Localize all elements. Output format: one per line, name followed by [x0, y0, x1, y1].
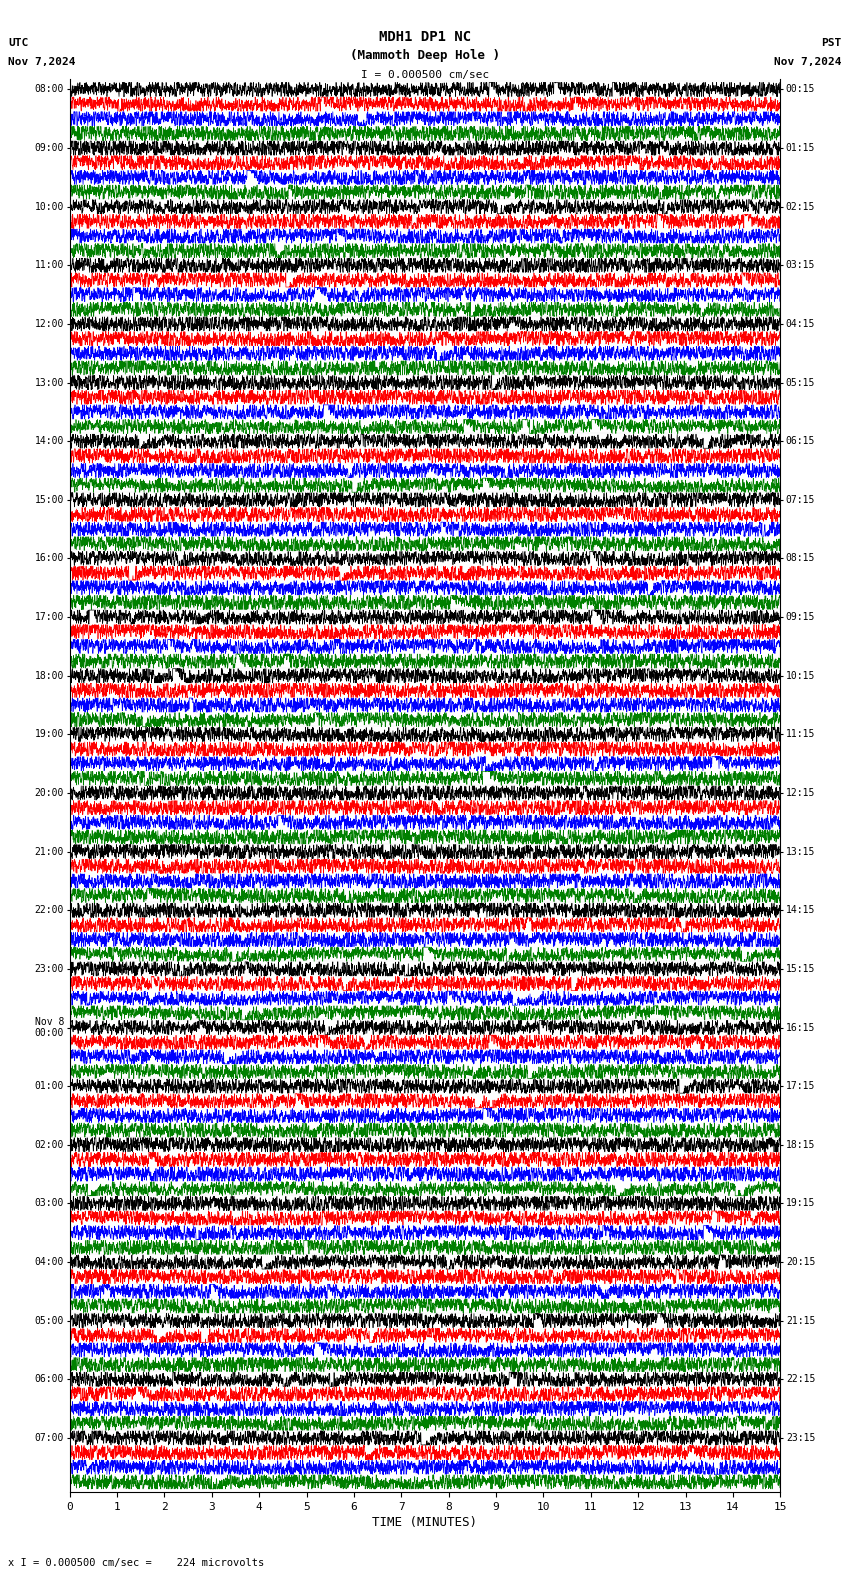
Text: MDH1 DP1 NC: MDH1 DP1 NC	[379, 30, 471, 44]
Text: PST: PST	[821, 38, 842, 48]
Text: I = 0.000500 cm/sec: I = 0.000500 cm/sec	[361, 70, 489, 79]
Text: UTC: UTC	[8, 38, 29, 48]
Text: Nov 7,2024: Nov 7,2024	[8, 57, 76, 67]
Text: Nov 7,2024: Nov 7,2024	[774, 57, 842, 67]
Text: x I = 0.000500 cm/sec =    224 microvolts: x I = 0.000500 cm/sec = 224 microvolts	[8, 1559, 264, 1568]
X-axis label: TIME (MINUTES): TIME (MINUTES)	[372, 1516, 478, 1529]
Text: (Mammoth Deep Hole ): (Mammoth Deep Hole )	[350, 49, 500, 62]
